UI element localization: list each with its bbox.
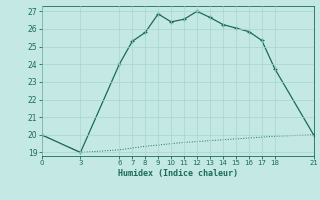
X-axis label: Humidex (Indice chaleur): Humidex (Indice chaleur): [118, 169, 237, 178]
